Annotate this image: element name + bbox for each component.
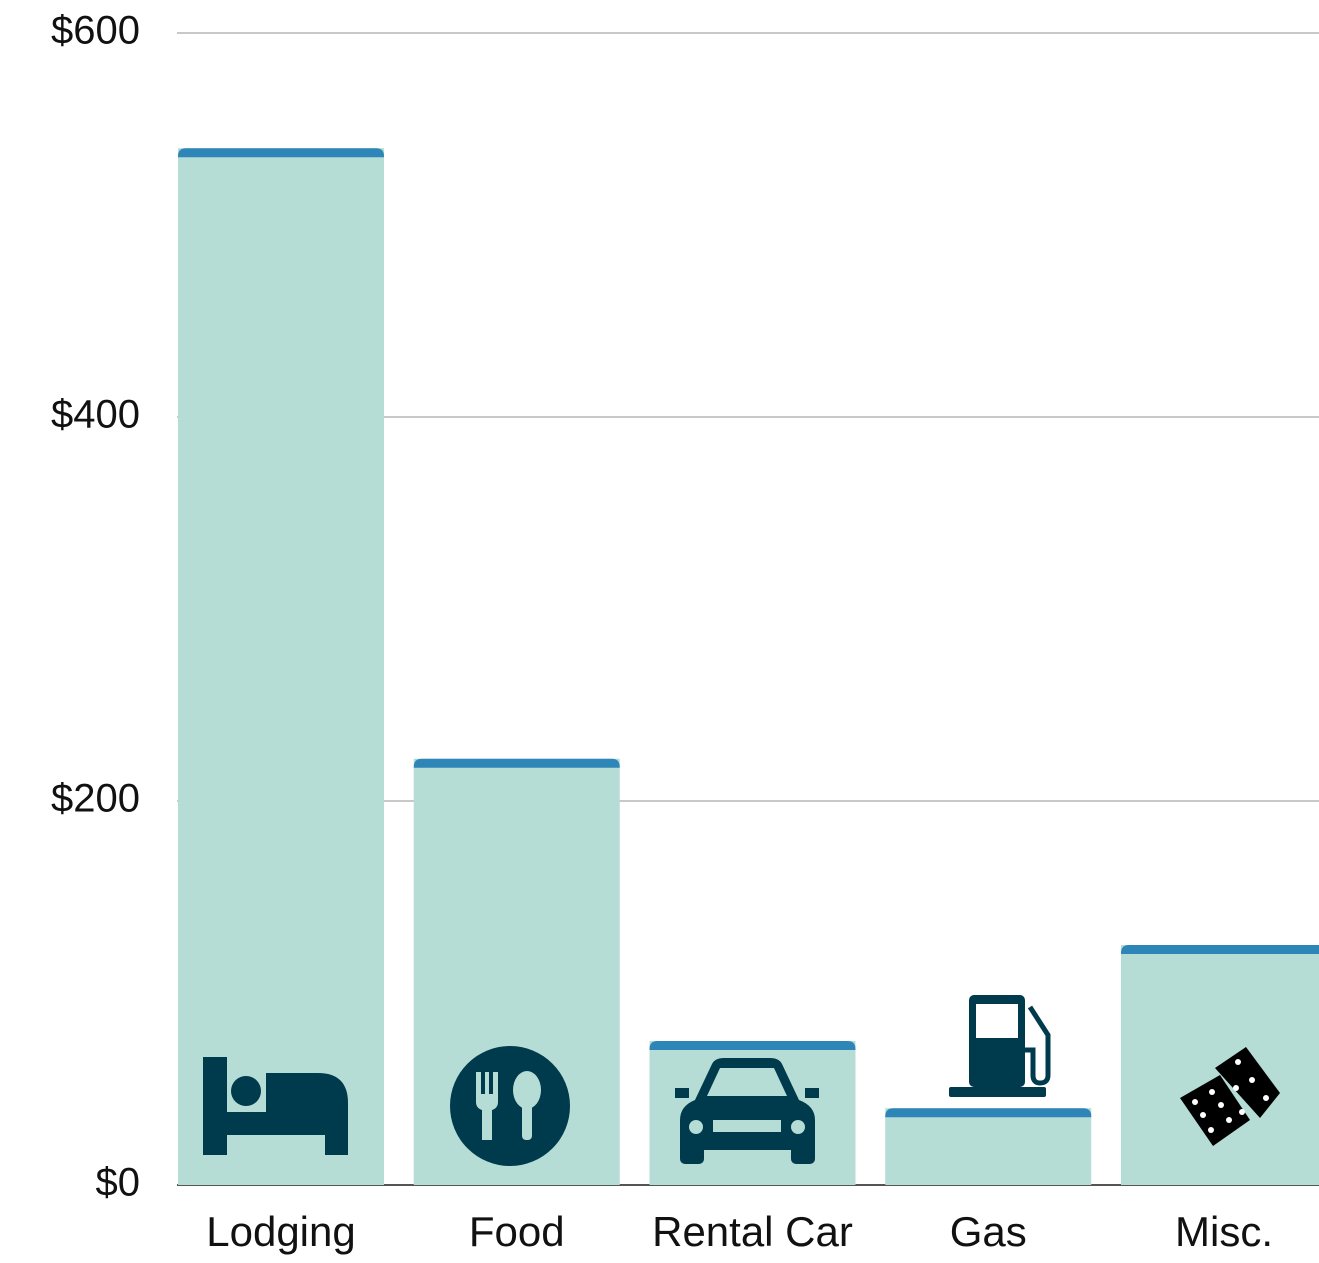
icon-gas — [949, 995, 1051, 1097]
y-tick-label: $0 — [96, 1161, 141, 1205]
x-tick-label: Rental Car — [652, 1208, 853, 1255]
bar — [178, 148, 384, 1186]
y-tick-label: $200 — [51, 777, 140, 821]
bar — [885, 1108, 1092, 1185]
x-tick-label: Lodging — [206, 1208, 355, 1255]
y-tick-label: $400 — [51, 393, 140, 437]
icons — [203, 995, 1280, 1166]
bar-cap — [649, 1041, 856, 1050]
bar-cap — [885, 1108, 1092, 1118]
x-tick-label: Misc. — [1175, 1208, 1273, 1255]
y-tick-label: $600 — [51, 9, 140, 53]
icon-dice — [1180, 1047, 1280, 1146]
bars — [178, 148, 1319, 1186]
bar-cap — [1121, 945, 1319, 954]
icon-food — [450, 1046, 570, 1166]
icon-bed — [203, 1057, 348, 1155]
x-tick-label: Food — [469, 1208, 565, 1255]
labels: $0 $200 $400 $600 Lodging Food Rental Car Gas Mi… — [51, 9, 1273, 1256]
bar-cap — [178, 148, 384, 158]
icon-car — [675, 1058, 819, 1164]
x-tick-label: Gas — [950, 1208, 1027, 1255]
bar-cap — [413, 758, 620, 768]
